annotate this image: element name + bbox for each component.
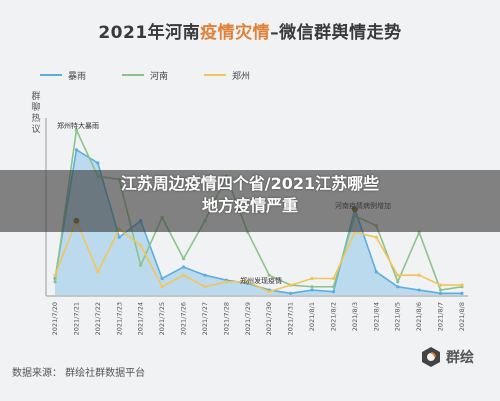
data-point [160, 285, 164, 289]
x-tick-label: 2021/7/26 [180, 302, 188, 335]
data-point [460, 291, 464, 295]
data-point [53, 273, 57, 277]
annotation-label: 郑州发现疫情 [240, 276, 282, 285]
x-tick-label: 2021/7/30 [265, 302, 273, 335]
legend-label: 河南 [150, 71, 169, 82]
data-point [160, 276, 164, 281]
data-point [74, 128, 79, 132]
data-point [96, 161, 100, 165]
page-title: 2021年河南疫情灾情–微信群舆情走势 [0, 18, 500, 43]
legend-swatch [204, 74, 227, 76]
data-point [438, 291, 443, 295]
legend-swatch [40, 74, 62, 76]
headline-line-2: 地方疫情严重 [201, 196, 298, 215]
x-tick-label: 2021/7/27 [201, 302, 209, 335]
data-point [224, 280, 228, 284]
brand-logo: 群绘 [420, 346, 474, 368]
data-point [181, 265, 186, 269]
headline-line-1: 江苏周边疫情四个省/2021江苏哪些 [120, 174, 380, 193]
data-point [374, 235, 378, 239]
x-tick-label: 2021/8/5 [394, 302, 402, 331]
annotation-label: 郑州特大暴雨 [57, 121, 99, 130]
data-point [310, 288, 314, 292]
x-tick-label: 2021/7/23 [115, 302, 123, 335]
legend-swatch [122, 74, 145, 76]
data-point [117, 235, 121, 239]
x-tick-label: 2021/8/1 [308, 302, 316, 331]
data-point [181, 257, 186, 261]
y-axis-label: 群聊热议 [31, 92, 41, 135]
data-point [310, 276, 314, 281]
data-source: 数据来源： 群绘社群数据平台 [12, 368, 146, 379]
x-tick-label: 2021/7/20 [51, 302, 59, 335]
data-point [374, 270, 378, 274]
brand-name: 群绘 [446, 350, 474, 366]
x-tick-label: 2021/7/29 [244, 302, 252, 335]
data-point [310, 285, 314, 289]
x-tick-label: 2021/8/6 [415, 302, 423, 331]
legend-label: 郑州 [232, 71, 251, 82]
x-tick-label: 2021/8/7 [437, 302, 445, 331]
title-highlight: 疫情灾情 [200, 23, 271, 43]
x-tick-label: 2021/7/31 [287, 302, 295, 335]
hexagon-logo-icon [422, 347, 440, 367]
data-point [331, 285, 336, 289]
legend-item-henan: 河南 [122, 69, 168, 82]
data-point [331, 276, 336, 281]
data-point [396, 273, 400, 277]
title-suffix: –微信群舆情走势 [270, 23, 402, 43]
data-point [417, 273, 421, 277]
data-point [396, 280, 400, 284]
x-tick-label: 2021/8/8 [458, 302, 466, 331]
data-point [246, 280, 250, 284]
data-point [203, 285, 207, 289]
title-prefix: 2021年河南 [98, 23, 201, 43]
data-point [438, 288, 443, 292]
data-point [331, 290, 336, 294]
data-point [139, 263, 143, 267]
data-point [417, 288, 421, 292]
x-tick-label: 2021/8/2 [329, 302, 337, 331]
data-point [267, 290, 271, 294]
x-tick-label: 2021/7/22 [94, 302, 102, 335]
x-tick-label: 2021/7/28 [222, 302, 230, 335]
legend-label: 暴雨 [68, 71, 87, 82]
x-tick-label: 2021/7/21 [72, 302, 80, 335]
x-tick-label: 2021/8/3 [351, 302, 359, 331]
data-point [74, 148, 79, 152]
data-point [396, 285, 400, 289]
data-point [267, 273, 271, 277]
data-point [96, 270, 100, 274]
data-point [438, 283, 443, 287]
data-point [53, 280, 57, 284]
data-point [289, 291, 293, 295]
legend-item-baoyu: 暴雨 [40, 69, 86, 82]
data-point [203, 273, 207, 277]
headline-text: 江苏周边疫情四个省/2021江苏哪些 地方疫情严重 [0, 173, 500, 217]
x-tick-label: 2021/7/24 [137, 302, 145, 335]
data-point [181, 273, 186, 277]
data-point [289, 283, 293, 287]
headline-overlay [0, 170, 500, 232]
data-point [139, 243, 143, 248]
legend-item-zhengzhou: 郑州 [204, 69, 250, 82]
series-area-0 [55, 149, 462, 295]
x-tick-label: 2021/8/4 [372, 302, 380, 331]
x-tick-label: 2021/7/25 [158, 302, 166, 335]
chart-legend: 暴雨 河南 郑州 [40, 68, 286, 82]
data-point [460, 283, 464, 287]
